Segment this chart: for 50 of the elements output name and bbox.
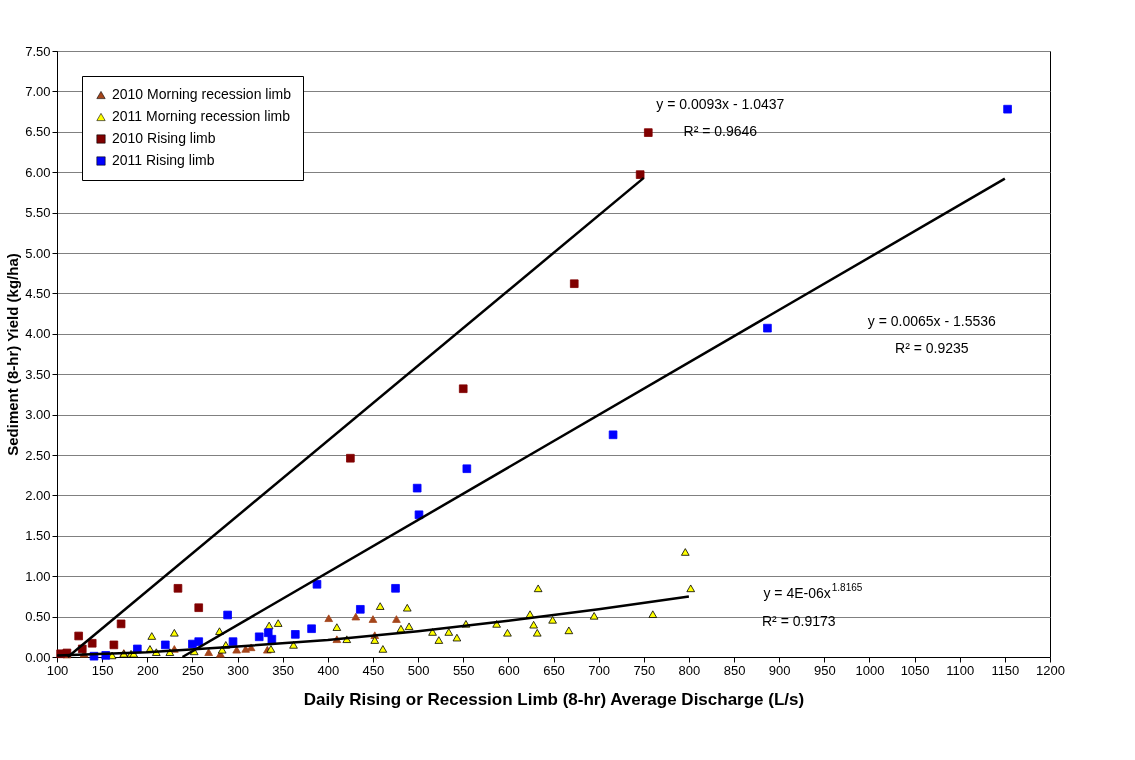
y-tick-label: 5.00 — [25, 245, 51, 261]
legend-label: 2011 Morning recession limb — [112, 108, 291, 124]
annotation: y = 0.0093x - 1.0437 — [656, 95, 785, 112]
y-tick-label: 3.50 — [25, 366, 51, 382]
y-tick-label: 1.50 — [25, 528, 51, 544]
x-tick-label: 350 — [272, 662, 295, 678]
y-tick-label: 1.00 — [25, 568, 51, 584]
y-tick-label: 0.50 — [25, 609, 51, 625]
x-tick-label: 1050 — [900, 662, 930, 678]
x-tick-label: 400 — [317, 662, 340, 678]
y-tick-label: 3.00 — [25, 407, 51, 423]
annotation: R² = 0.9235 — [895, 340, 969, 357]
y-tick-label: 7.00 — [25, 83, 51, 99]
x-tick-label: 250 — [182, 662, 204, 678]
x-tick-label: 900 — [768, 662, 791, 678]
y-axis-title: Sediment (8-hr) Yield (kg/ha) — [4, 253, 22, 456]
x-tick-label: 1000 — [855, 662, 885, 678]
x-tick-label: 500 — [407, 662, 430, 678]
x-tick-label: 450 — [362, 662, 385, 678]
legend-label: 2010 Morning recession limb — [112, 86, 292, 102]
annotation: R² = 0.9646 — [683, 123, 758, 140]
y-tick-label: 4.50 — [25, 285, 51, 301]
x-tick-label: 950 — [813, 662, 836, 678]
x-tick-label: 1200 — [1036, 662, 1065, 678]
y-tick-label: 7.50 — [25, 43, 51, 59]
legend-label: 2010 Rising limb — [112, 130, 216, 146]
x-tick-label: 200 — [136, 662, 159, 678]
x-axis-title: Daily Rising or Recession Limb (8-hr) Average Discharge (L/s) — [303, 689, 805, 709]
x-tick-label: 1150 — [991, 662, 1020, 678]
x-tick-label: 1100 — [946, 662, 975, 678]
y-tick-label: 6.50 — [25, 124, 51, 140]
x-tick-label: 550 — [452, 662, 475, 678]
y-tick-label: 6.00 — [25, 164, 51, 180]
x-tick-label: 700 — [588, 662, 610, 678]
x-tick-label: 750 — [633, 662, 656, 678]
y-tick-label: 0.00 — [25, 649, 51, 665]
x-tick-label: 600 — [498, 662, 520, 678]
y-tick-label: 2.50 — [25, 447, 51, 463]
annotation: R² = 0.9173 — [761, 612, 836, 629]
legend-label: 2011 Rising limb — [112, 152, 215, 168]
y-tick-label: 2.00 — [25, 487, 51, 503]
x-tick-label: 800 — [678, 662, 701, 678]
x-tick-label: 100 — [46, 662, 69, 678]
y-tick-label: 4.00 — [25, 326, 51, 342]
annotation: y = 0.0065x - 1.5536 — [867, 312, 997, 329]
x-tick-label: 300 — [227, 662, 249, 678]
y-tick-label: 5.50 — [25, 205, 51, 221]
x-tick-label: 650 — [543, 662, 565, 678]
x-tick-label: 150 — [91, 662, 114, 678]
x-tick-label: 850 — [723, 662, 746, 678]
